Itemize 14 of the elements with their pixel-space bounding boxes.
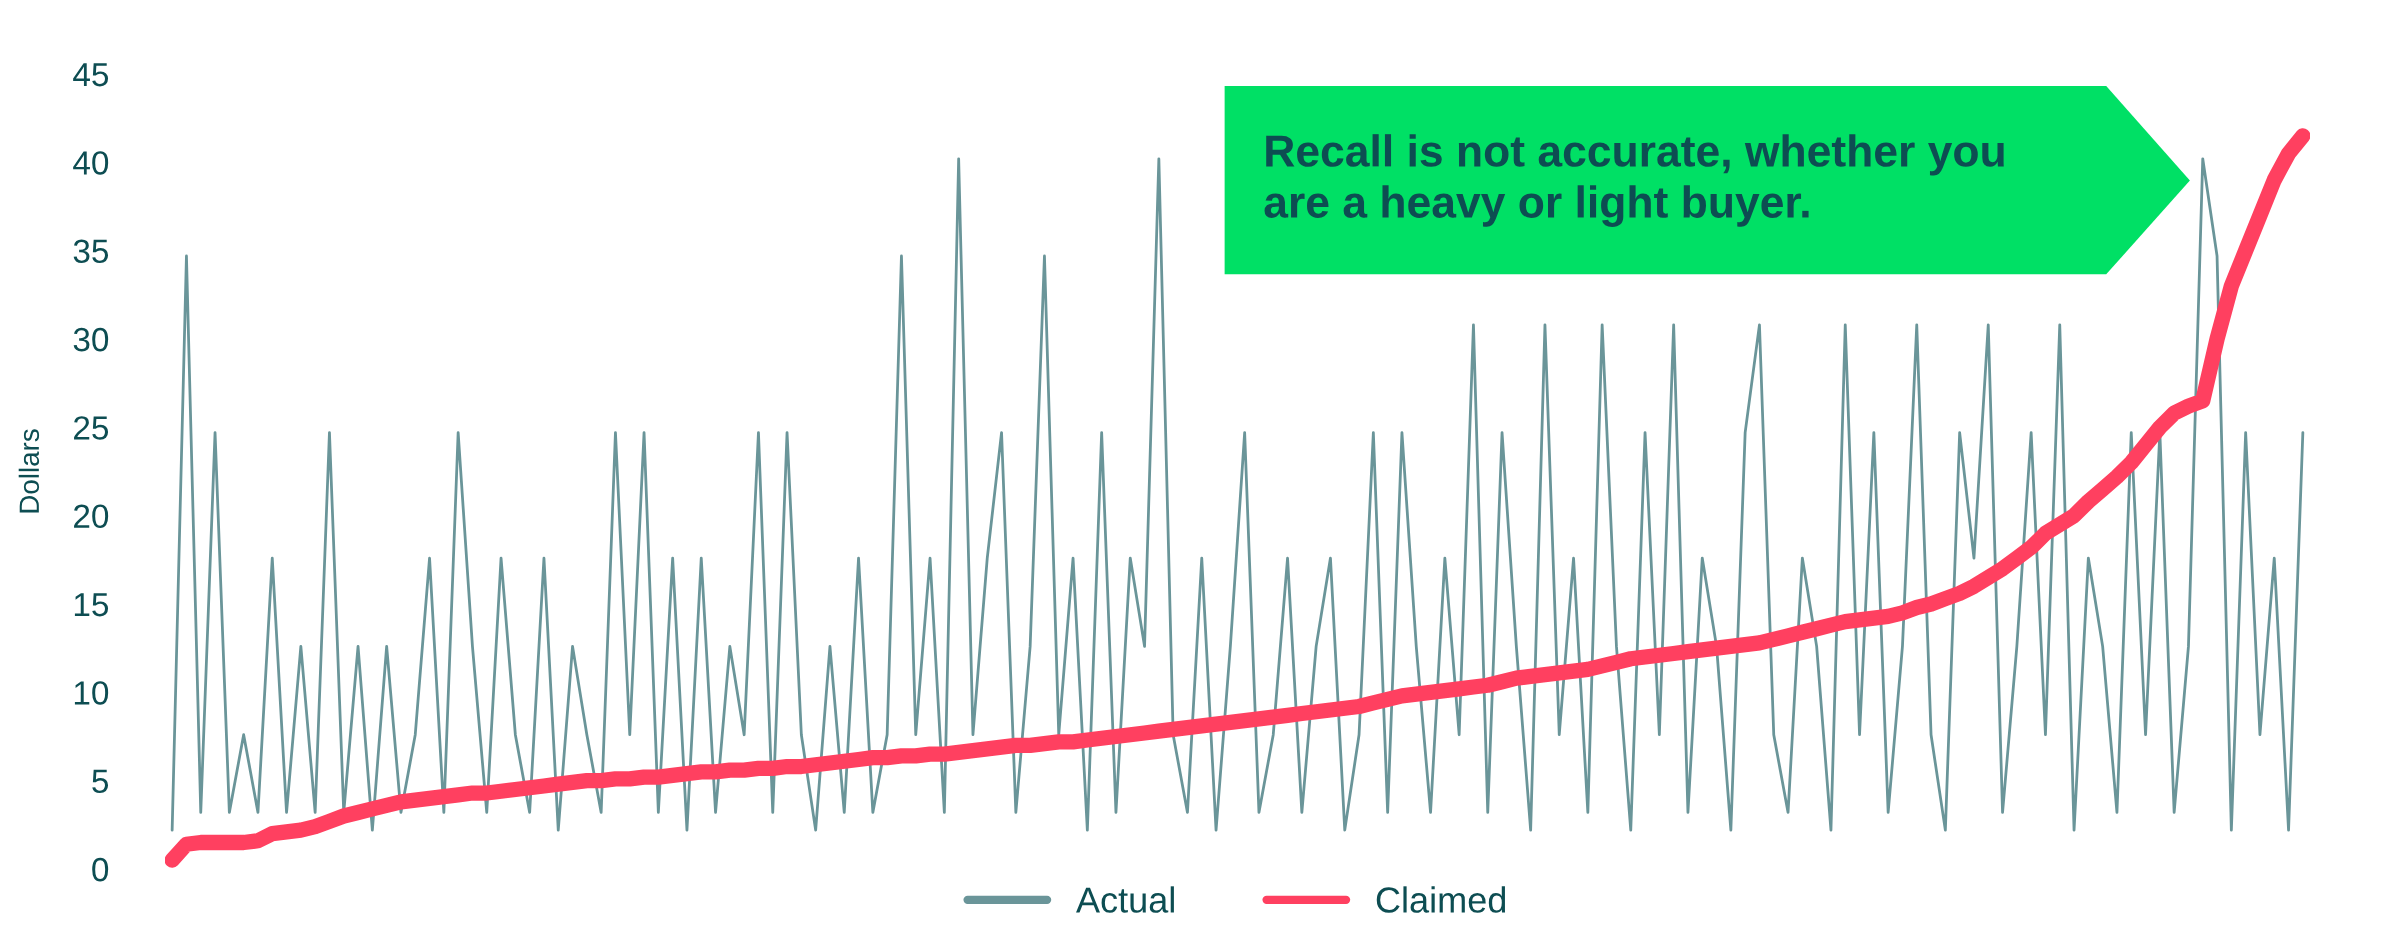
y-tick-label: 15 bbox=[74, 593, 109, 617]
y-tick-label: 40 bbox=[73, 151, 109, 175]
y-tick-label: 25 bbox=[74, 416, 109, 440]
y-tick-label: 35 bbox=[73, 239, 109, 264]
y-tick-label: 5 bbox=[92, 769, 109, 794]
y-tick-label: 10 bbox=[74, 681, 109, 705]
legend-label: Actual bbox=[1076, 886, 1174, 913]
y-tick-label: 45 bbox=[73, 63, 109, 87]
y-tick-label: 0 bbox=[92, 857, 109, 882]
y-tick-label: 20 bbox=[74, 504, 109, 529]
y-axis-title: Dollars bbox=[18, 429, 40, 513]
y-tick-label: 30 bbox=[73, 327, 109, 352]
annotation: Recall is not accurate, whether you are a heavy or light buyer. bbox=[1264, 134, 2004, 227]
legend-label: Claimed bbox=[1376, 886, 1506, 913]
